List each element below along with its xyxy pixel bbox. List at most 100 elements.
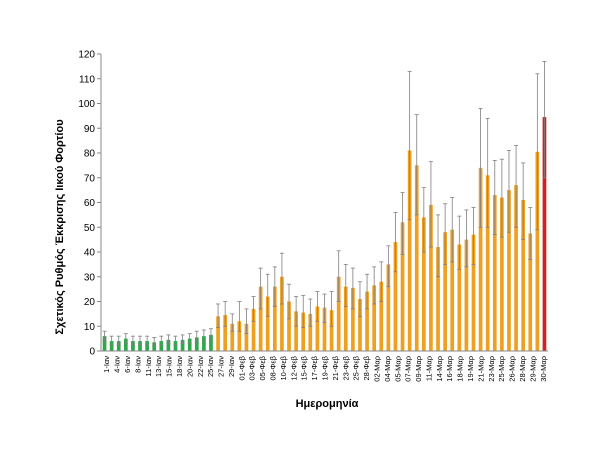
error-bar bbox=[350, 267, 355, 310]
error-bar bbox=[265, 273, 270, 317]
error-bar bbox=[436, 214, 441, 278]
bar bbox=[116, 341, 121, 351]
error-bar bbox=[407, 70, 412, 221]
bar-series bbox=[102, 117, 547, 351]
bar bbox=[379, 281, 384, 351]
x-tick-label: 29-Μαρ bbox=[528, 356, 537, 382]
y-tick-label: 0 bbox=[89, 347, 95, 358]
y-tick-label: 100 bbox=[78, 99, 95, 110]
bar bbox=[500, 197, 504, 351]
bar bbox=[308, 313, 313, 351]
error-bar bbox=[386, 245, 391, 288]
error-bar bbox=[216, 303, 221, 328]
bar bbox=[209, 334, 213, 351]
error-bar bbox=[173, 335, 178, 346]
y-tick-label: 60 bbox=[84, 198, 96, 209]
bar bbox=[492, 195, 497, 351]
bar bbox=[102, 336, 107, 351]
error-bar bbox=[457, 215, 462, 270]
y-tick-label: 110 bbox=[79, 74, 95, 85]
error-bar bbox=[208, 328, 213, 341]
error-bar bbox=[258, 267, 263, 310]
bar bbox=[109, 341, 114, 351]
error-bar bbox=[535, 73, 540, 231]
error-bar bbox=[287, 283, 292, 320]
bar bbox=[336, 276, 341, 351]
x-tick-label: 02-Μαρ bbox=[372, 356, 381, 382]
x-tick-label: 01-Φεβ bbox=[237, 355, 246, 380]
error-bar bbox=[365, 273, 370, 310]
error-bar bbox=[194, 330, 199, 343]
bar bbox=[152, 342, 157, 351]
bar bbox=[180, 339, 185, 351]
x-tick-label: 28-Μαρ bbox=[518, 356, 527, 382]
error-bar bbox=[180, 334, 185, 344]
bar bbox=[457, 244, 462, 351]
bar bbox=[329, 310, 334, 351]
error-bar bbox=[357, 281, 362, 317]
bar bbox=[315, 306, 320, 351]
bar bbox=[294, 311, 298, 351]
error-bar bbox=[443, 203, 448, 265]
x-tick-label: 05-Φεβ bbox=[258, 355, 267, 380]
error-bar bbox=[336, 250, 341, 302]
error-bar bbox=[485, 117, 490, 228]
x-tick-label: 30-Μαρ bbox=[539, 356, 548, 382]
bar bbox=[123, 338, 128, 351]
error-bar bbox=[187, 333, 192, 344]
bar bbox=[216, 316, 220, 351]
error-bar bbox=[201, 329, 206, 342]
x-tick-label: 09-Μαρ bbox=[414, 356, 423, 382]
x-tick-label: 26-Μαρ bbox=[508, 356, 517, 382]
error-bar bbox=[421, 187, 426, 253]
x-tick-label: 12-Φεβ bbox=[289, 355, 298, 380]
x-tick-label: 23-Μαρ bbox=[487, 356, 496, 382]
x-tick-label: 03-Φεβ bbox=[248, 355, 257, 380]
bar bbox=[528, 233, 533, 351]
x-tick-label: 05-Μαρ bbox=[393, 356, 402, 382]
x-tick-label: 04-Μαρ bbox=[383, 356, 392, 382]
error-bar bbox=[159, 335, 164, 346]
y-tick-label: 20 bbox=[84, 297, 96, 308]
x-tick-label: 20-Ιαν bbox=[185, 356, 194, 377]
x-tick-label: 22-Ιαν bbox=[196, 356, 205, 377]
error-bar bbox=[166, 334, 171, 344]
x-tick-label: 23-Φεβ bbox=[341, 355, 350, 380]
error-bar bbox=[237, 301, 242, 332]
error-bar bbox=[138, 335, 143, 346]
bar bbox=[535, 151, 540, 351]
error-bar bbox=[279, 252, 284, 305]
bar bbox=[507, 190, 511, 351]
bar bbox=[450, 229, 455, 351]
error-bar bbox=[379, 261, 384, 302]
error-bar bbox=[521, 162, 526, 241]
bar bbox=[464, 239, 469, 351]
error-bar bbox=[223, 301, 228, 327]
error-bar bbox=[428, 161, 433, 248]
bar bbox=[194, 337, 199, 351]
x-tick-label: 19-Φεβ bbox=[321, 355, 330, 380]
error-bar bbox=[301, 294, 306, 328]
x-tick-label: 19-Μαρ bbox=[466, 356, 475, 382]
bar bbox=[301, 312, 306, 351]
y-tick-label: 10 bbox=[84, 322, 96, 333]
error-bar bbox=[528, 207, 533, 260]
x-tick-label: 07-Μαρ bbox=[404, 356, 413, 382]
x-tick-label: 21-Φεβ bbox=[331, 355, 340, 380]
bar bbox=[414, 165, 419, 351]
error-bar bbox=[450, 197, 455, 263]
x-tick-label: 11-Ιαν bbox=[144, 356, 153, 377]
bar bbox=[244, 323, 249, 351]
x-tick-label: 14-Μαρ bbox=[435, 356, 444, 382]
bar bbox=[478, 167, 483, 351]
error-bar bbox=[492, 160, 497, 236]
bar bbox=[443, 232, 447, 351]
bar bbox=[131, 341, 135, 351]
bar bbox=[471, 234, 476, 351]
bar bbox=[187, 338, 192, 351]
error-bar bbox=[414, 114, 419, 216]
x-tick-label: 8-Ιαν bbox=[133, 356, 142, 373]
x-tick-label: 25-Φεβ bbox=[352, 355, 361, 380]
x-axis: 1-Ιαν 4-Ιαν 6-Ιαν 8-Ιαν 11-Ιαν 13-Ιαν 15-Ιαν 18… bbox=[101, 350, 548, 382]
bar bbox=[287, 301, 291, 351]
